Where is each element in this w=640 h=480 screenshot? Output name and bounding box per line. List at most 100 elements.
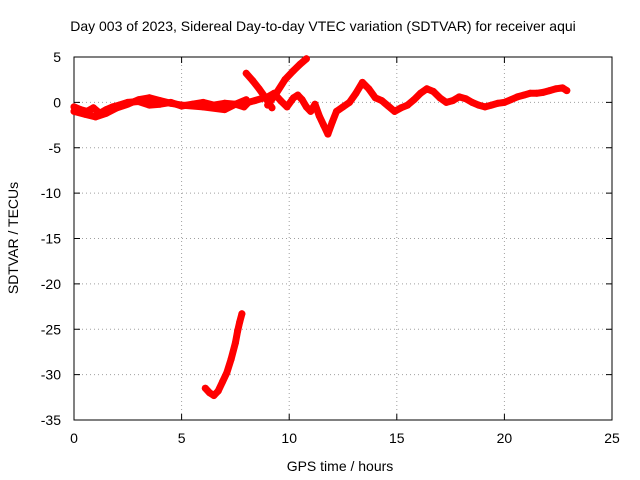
ticks xyxy=(73,56,613,421)
data-point xyxy=(277,97,285,105)
y-tick-label: 5 xyxy=(53,49,61,65)
data-point xyxy=(227,355,235,363)
data-point xyxy=(520,91,528,99)
data-point xyxy=(436,94,444,102)
data-point xyxy=(290,67,297,75)
data-point xyxy=(231,339,239,347)
x-tick-label: 15 xyxy=(389,430,405,446)
y-tick-label: -15 xyxy=(41,231,61,247)
data-point xyxy=(429,88,437,95)
data-point xyxy=(320,121,328,129)
y-tick-label: -35 xyxy=(41,412,61,428)
data-point xyxy=(404,101,412,109)
data-point xyxy=(494,99,502,107)
data-point xyxy=(417,89,424,97)
data-point xyxy=(526,89,534,97)
data-point xyxy=(221,106,229,114)
data-point xyxy=(371,94,379,102)
chart-title: Day 003 of 2023, Sidereal Day-to-day VTE… xyxy=(70,18,576,34)
data-point xyxy=(167,99,175,107)
data-point xyxy=(346,98,353,106)
data-point xyxy=(455,93,463,101)
data-point xyxy=(333,107,340,115)
x-tick-label: 5 xyxy=(178,430,186,446)
series xyxy=(70,55,571,399)
data-point xyxy=(238,310,246,318)
x-axis-title: GPS time / hours xyxy=(287,458,394,474)
data-point xyxy=(283,103,291,111)
data-point xyxy=(102,109,110,117)
data-point xyxy=(442,98,450,106)
data-point xyxy=(488,101,495,109)
data-point xyxy=(410,96,418,104)
data-point xyxy=(378,97,386,105)
data-point xyxy=(500,98,508,106)
y-tick-label: -10 xyxy=(41,185,61,201)
data-point xyxy=(201,384,209,392)
data-point xyxy=(365,85,373,93)
data-point xyxy=(242,96,250,104)
data-point xyxy=(352,89,360,97)
data-point xyxy=(307,107,315,115)
data-point xyxy=(311,100,319,108)
data-point xyxy=(513,93,521,101)
data-point xyxy=(249,77,257,85)
data-point xyxy=(89,104,97,112)
data-point xyxy=(296,60,304,68)
data-point xyxy=(475,101,483,109)
grid xyxy=(74,57,612,420)
data-point xyxy=(539,88,547,96)
data-point xyxy=(324,130,332,138)
y-tick-label: -20 xyxy=(41,276,61,292)
data-point xyxy=(302,103,310,111)
data-point xyxy=(563,87,571,95)
data-point xyxy=(507,96,515,104)
data-point xyxy=(199,103,207,111)
data-point xyxy=(223,369,231,377)
data-point xyxy=(298,96,306,104)
data-point xyxy=(328,118,336,126)
data-point xyxy=(302,55,310,63)
data-point xyxy=(384,102,392,110)
data-point xyxy=(262,94,269,102)
tick-labels: 0 5 10 15 20 25 5 0 -5 -10 -15 -20 -25 -30 -35 xyxy=(41,49,620,446)
data-point xyxy=(81,110,89,118)
data-point xyxy=(449,97,457,105)
data-point xyxy=(462,95,470,103)
data-point xyxy=(214,387,222,395)
data-point xyxy=(145,94,153,102)
data-point xyxy=(397,104,405,112)
data-point xyxy=(339,103,347,111)
data-point xyxy=(533,89,541,97)
data-point xyxy=(70,107,78,115)
y-tick-label: -5 xyxy=(49,140,62,156)
data-point xyxy=(272,89,280,97)
data-point xyxy=(552,85,560,93)
data-point xyxy=(219,378,226,386)
data-point xyxy=(92,113,99,121)
data-point xyxy=(242,69,250,77)
x-tick-label: 0 xyxy=(70,430,78,446)
data-point xyxy=(546,87,554,95)
data-point xyxy=(156,97,164,105)
data-point xyxy=(236,318,244,326)
data-point xyxy=(468,98,476,106)
data-point xyxy=(113,104,121,112)
data-point xyxy=(145,101,153,109)
y-tick-label: -30 xyxy=(41,367,61,383)
data-point xyxy=(315,112,323,120)
y-tick-label: 0 xyxy=(53,94,61,110)
data-point xyxy=(268,104,276,112)
data-point xyxy=(240,103,248,111)
data-point xyxy=(210,392,218,399)
x-tick-label: 25 xyxy=(604,430,620,446)
data-point xyxy=(135,96,143,104)
data-point xyxy=(358,78,366,86)
data-point xyxy=(178,101,186,109)
data-point xyxy=(234,327,242,335)
data-point xyxy=(423,85,431,93)
x-tick-label: 20 xyxy=(497,430,513,446)
data-point xyxy=(391,107,399,115)
data-point xyxy=(231,100,239,108)
